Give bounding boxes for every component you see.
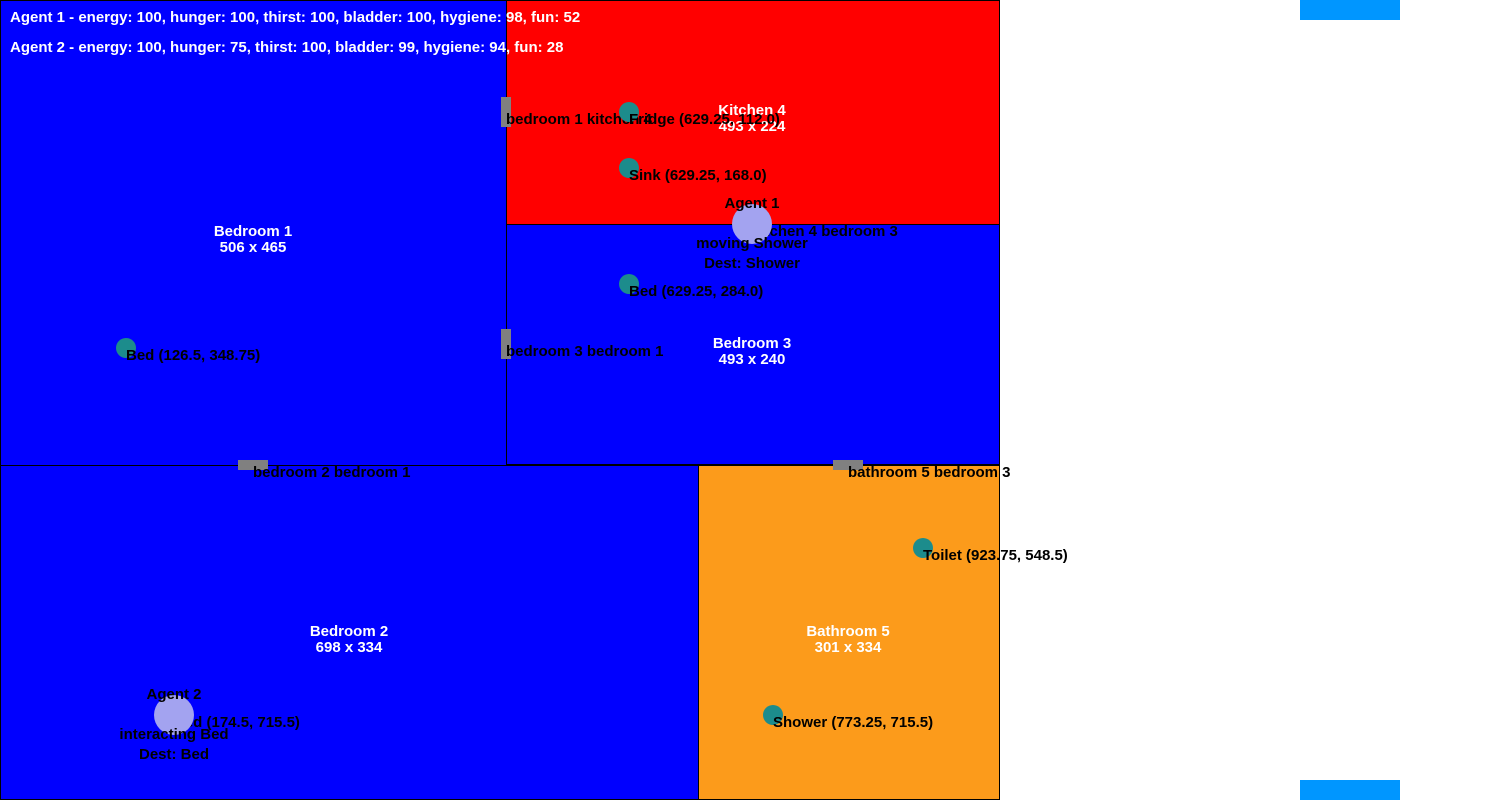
door-label: bedroom 2 bedroom 1 xyxy=(253,464,411,481)
room-dimensions: 493 x 240 xyxy=(718,351,786,368)
agent-status: interacting Bed xyxy=(119,726,229,743)
fridge-icon[interactable] xyxy=(619,102,639,122)
edge-marker xyxy=(1300,0,1400,20)
agent-2-icon[interactable] xyxy=(154,695,194,735)
shower-icon[interactable] xyxy=(763,705,783,725)
object-label: Bed (126.5, 348.75) xyxy=(126,347,261,364)
object-label: Bed (629.25, 284.0) xyxy=(629,283,764,300)
room-label: Bedroom 3 493 x 240 xyxy=(713,336,791,368)
toilet-icon[interactable] xyxy=(913,538,933,558)
agent-1-stats: Agent 1 - energy: 100, hunger: 100, thir… xyxy=(10,9,581,26)
door xyxy=(501,97,511,127)
object-label: Toilet (923.75, 548.5) xyxy=(923,547,1068,564)
door-label: bathroom 5 bedroom 3 xyxy=(848,464,1011,481)
object-label: Shower (773.25, 715.5) xyxy=(773,714,934,731)
room-dimensions: 506 x 465 xyxy=(219,239,287,256)
agent-name: Agent 2 xyxy=(146,686,202,703)
room-dimensions: 493 x 224 xyxy=(718,118,786,135)
room-bedroom-3 xyxy=(506,224,1000,465)
agent-1-icon[interactable] xyxy=(732,204,772,244)
object-label: Bed (174.5, 715.5) xyxy=(174,714,300,731)
room-label: Bathroom 5 301 x 334 xyxy=(806,624,889,656)
agent-destination: Dest: Shower xyxy=(704,255,800,272)
door xyxy=(833,460,863,470)
door-label: bedroom 3 bedroom 1 xyxy=(506,343,664,360)
object-label: Sink (629.25, 168.0) xyxy=(629,167,767,184)
agent-name: Agent 1 xyxy=(724,195,780,212)
room-bedroom-1 xyxy=(0,0,507,466)
bed-icon[interactable] xyxy=(619,274,639,294)
room-name: Bedroom 1 xyxy=(213,223,293,240)
object-label: Fridge (629.25, 112.0) xyxy=(629,111,780,128)
sink-icon[interactable] xyxy=(619,158,639,178)
edge-marker xyxy=(1300,780,1400,800)
room-dimensions: 301 x 334 xyxy=(814,639,882,656)
room-name: Bathroom 5 xyxy=(806,623,890,640)
room-bathroom-5 xyxy=(698,465,1000,800)
door xyxy=(501,329,511,359)
room-name: Bedroom 3 xyxy=(712,335,792,352)
room-dimensions: 698 x 334 xyxy=(315,639,383,656)
agent-2-stats: Agent 2 - energy: 100, hunger: 75, thirs… xyxy=(10,39,564,56)
door-label: kitchen 4 bedroom 3 xyxy=(752,223,898,240)
agent-status: moving Shower xyxy=(696,235,808,252)
agent-destination: Dest: Bed xyxy=(138,746,210,763)
room-label: Bedroom 2 698 x 334 xyxy=(310,624,388,656)
bed-icon[interactable] xyxy=(116,338,136,358)
room-label: Bedroom 1 506 x 465 xyxy=(214,224,292,256)
door-label: bedroom 1 kitchen 4 xyxy=(506,111,652,128)
room-label: Kitchen 4 493 x 224 xyxy=(718,103,786,135)
door xyxy=(238,460,268,470)
room-name: Bedroom 2 xyxy=(309,623,389,640)
room-name: Kitchen 4 xyxy=(718,102,786,119)
room-kitchen-4 xyxy=(506,0,1000,225)
room-bedroom-2 xyxy=(0,465,699,800)
